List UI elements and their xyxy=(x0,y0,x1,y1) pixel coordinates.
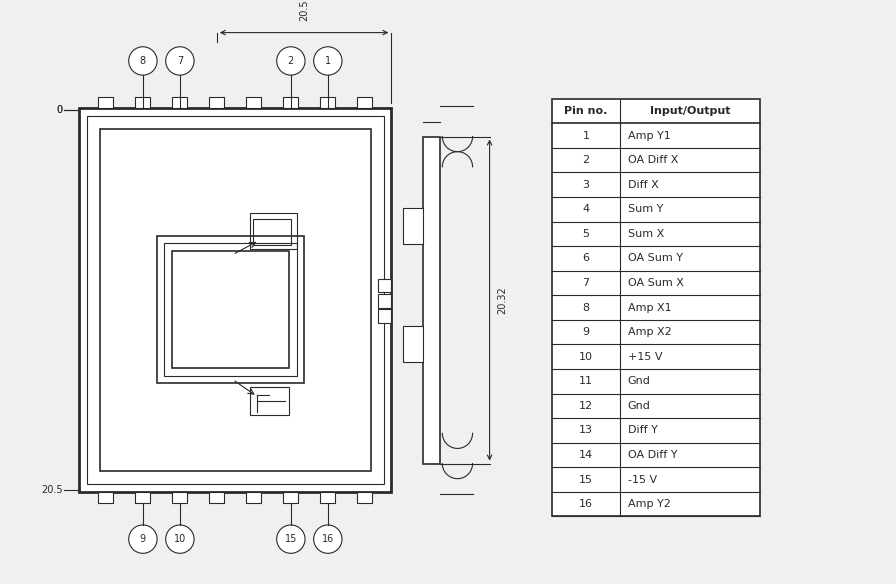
Text: 12: 12 xyxy=(579,401,593,411)
Bar xyxy=(283,97,298,108)
Text: 6: 6 xyxy=(582,253,590,263)
Bar xyxy=(210,492,224,503)
Text: 8: 8 xyxy=(140,56,146,66)
Bar xyxy=(210,97,224,108)
Text: 10: 10 xyxy=(579,352,593,361)
Text: OA Diff X: OA Diff X xyxy=(627,155,678,165)
Bar xyxy=(172,251,289,368)
Text: Diff Y: Diff Y xyxy=(627,426,658,436)
Circle shape xyxy=(277,47,305,75)
Text: 15: 15 xyxy=(285,534,297,544)
Text: 20.5: 20.5 xyxy=(299,0,309,21)
Circle shape xyxy=(129,525,157,553)
Bar xyxy=(80,108,392,492)
Text: 16: 16 xyxy=(579,499,593,509)
Text: 1: 1 xyxy=(324,56,331,66)
Text: 7: 7 xyxy=(582,278,590,288)
Bar xyxy=(172,97,187,108)
Bar xyxy=(283,492,298,503)
Text: 13: 13 xyxy=(579,426,593,436)
Bar xyxy=(320,492,335,503)
Text: 2: 2 xyxy=(582,155,590,165)
Bar xyxy=(358,97,373,108)
Text: Sum X: Sum X xyxy=(627,229,664,239)
Bar xyxy=(135,492,151,503)
Text: 20.5: 20.5 xyxy=(41,485,63,495)
Text: Input/Output: Input/Output xyxy=(650,106,730,116)
Text: OA Sum Y: OA Sum Y xyxy=(627,253,683,263)
Text: Gnd: Gnd xyxy=(627,376,650,387)
Bar xyxy=(552,99,760,516)
Circle shape xyxy=(129,47,157,75)
Text: 15: 15 xyxy=(579,475,593,485)
Text: 9: 9 xyxy=(140,534,146,544)
Text: Amp Y1: Amp Y1 xyxy=(627,131,670,141)
Text: Pin no.: Pin no. xyxy=(564,106,607,116)
Bar xyxy=(250,213,297,249)
Text: Amp X2: Amp X2 xyxy=(627,327,671,337)
Circle shape xyxy=(314,47,342,75)
Text: 1: 1 xyxy=(582,131,590,141)
Text: Diff X: Diff X xyxy=(627,180,659,190)
Text: 9: 9 xyxy=(582,327,590,337)
Bar xyxy=(165,244,297,376)
Text: 10: 10 xyxy=(174,534,186,544)
Circle shape xyxy=(277,525,305,553)
Bar xyxy=(402,326,424,362)
Text: Gnd: Gnd xyxy=(627,401,650,411)
Bar xyxy=(378,294,392,308)
Bar xyxy=(99,97,114,108)
Text: OA Sum X: OA Sum X xyxy=(627,278,684,288)
Bar xyxy=(320,97,335,108)
Text: 14: 14 xyxy=(579,450,593,460)
Text: +15 V: +15 V xyxy=(627,352,662,361)
Bar xyxy=(135,97,151,108)
Bar xyxy=(246,492,262,503)
Bar xyxy=(250,387,289,415)
Text: Amp Y2: Amp Y2 xyxy=(627,499,670,509)
Text: Amp X1: Amp X1 xyxy=(627,303,671,312)
Text: 4: 4 xyxy=(582,204,590,214)
Bar xyxy=(254,219,291,245)
Text: 16: 16 xyxy=(322,534,334,544)
Bar xyxy=(424,137,441,464)
Text: 5: 5 xyxy=(582,229,590,239)
Bar xyxy=(100,129,371,471)
Text: 11: 11 xyxy=(579,376,593,387)
Bar xyxy=(172,492,187,503)
Bar xyxy=(246,97,262,108)
Text: OA Diff Y: OA Diff Y xyxy=(627,450,677,460)
Text: 8: 8 xyxy=(582,303,590,312)
Bar xyxy=(378,279,392,293)
Text: 2: 2 xyxy=(288,56,294,66)
Circle shape xyxy=(166,525,194,553)
Bar xyxy=(378,310,392,323)
Bar xyxy=(157,236,305,383)
Bar xyxy=(99,492,114,503)
Circle shape xyxy=(166,47,194,75)
Text: -15 V: -15 V xyxy=(627,475,657,485)
Bar xyxy=(402,208,424,244)
Text: 0: 0 xyxy=(56,105,63,115)
Text: 3: 3 xyxy=(582,180,590,190)
Bar xyxy=(358,492,373,503)
Text: 0: 0 xyxy=(56,105,63,115)
Text: 20.32: 20.32 xyxy=(497,286,507,314)
Text: Sum Y: Sum Y xyxy=(627,204,663,214)
Text: 7: 7 xyxy=(177,56,183,66)
Bar xyxy=(87,116,383,484)
Circle shape xyxy=(314,525,342,553)
